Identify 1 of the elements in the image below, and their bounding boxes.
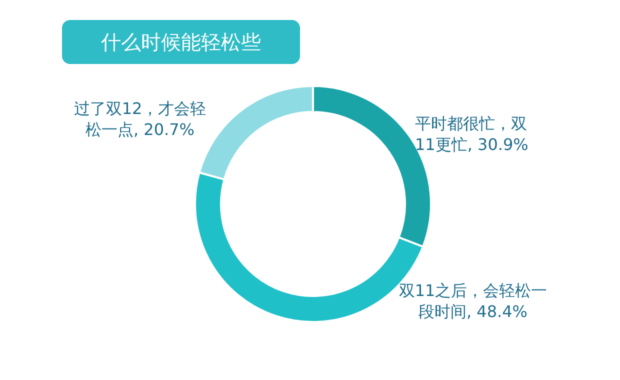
title: 什么时候能轻松些 — [62, 20, 300, 64]
